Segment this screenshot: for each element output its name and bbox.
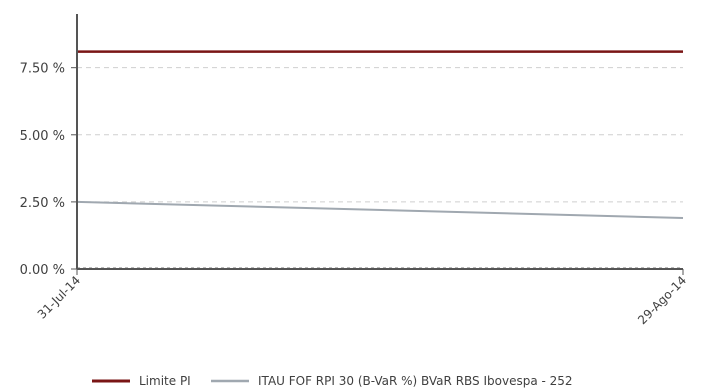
- y-tick-label: 7.50 %: [20, 62, 65, 77]
- legend-label-1: Limite PI: [139, 374, 191, 388]
- y-tick-label: 5.00 %: [20, 129, 65, 144]
- legend: Limite PI ITAU FOF RPI 30 (B-VaR %) BVaR …: [92, 374, 573, 388]
- gridlines: [77, 67, 683, 269]
- x-axis-tick-labels: 31-Jul-14 29-Ago-14: [35, 269, 689, 327]
- y-axis-tick-labels: 0.00 % 2.50 % 5.00 % 7.50 %: [20, 62, 77, 278]
- y-tick-label: 2.50 %: [20, 196, 65, 211]
- y-tick-label: 0.00 %: [20, 263, 65, 278]
- x-tick-label: 29-Ago-14: [635, 273, 689, 327]
- x-tick-label: 31-Jul-14: [35, 273, 83, 321]
- legend-label-2: ITAU FOF RPI 30 (B-VaR %) BVaR RBS Ibove…: [258, 374, 573, 388]
- series-line-2: [76, 200, 684, 219]
- series-lines: [76, 50, 684, 219]
